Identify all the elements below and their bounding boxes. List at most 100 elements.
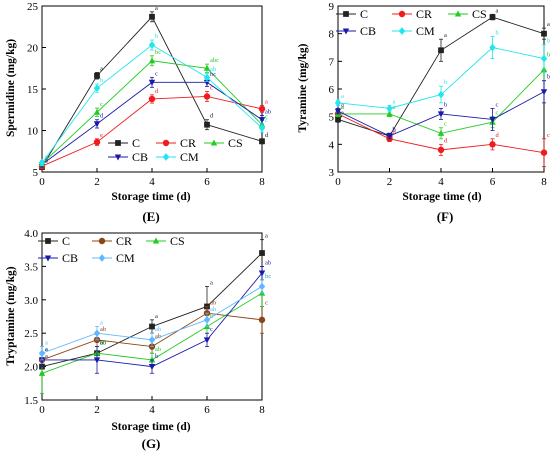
panel-f-legend-item-cb: CB: [336, 24, 376, 38]
panel-f-legend-item-cm: CM: [392, 24, 435, 38]
panel-f-legend-swatch-marker: [343, 11, 349, 17]
panel-g-series-cs-significance-label: b: [210, 313, 213, 320]
panel-g-series-cr-significance-label: ab: [155, 333, 161, 340]
panel-f-xtick-label: 6: [490, 176, 496, 188]
panel-e-series-cb-significance-label: bc: [210, 71, 216, 78]
panel-g-series-cr-significance-label: ab: [100, 326, 106, 333]
panel-f-series-c-point: [335, 116, 341, 123]
panel-e-series-cr-significance-label: a: [265, 99, 268, 106]
panel-g-series-c-point: [149, 323, 155, 330]
panel-e-legend-label: CM: [180, 150, 199, 164]
panel-g-series-cm-significance-label: ab: [155, 326, 161, 333]
panel-g-ytick-label: 2.5: [24, 328, 38, 340]
panel-f-series-c-significance-label: b: [393, 126, 396, 133]
panel-g-series-cm-point: [148, 336, 156, 344]
panel-g-series-c-significance-label: a: [210, 279, 213, 286]
panel-f-series-cs-significance-label: bc: [547, 52, 550, 59]
panel-f-legend-item-cr: CR: [392, 7, 432, 21]
panel-e-ytick-label: 25: [27, 1, 39, 13]
panel-e-legend-swatch-marker: [162, 153, 170, 161]
panel-g-legend-item-cr: CR: [92, 234, 132, 248]
panel-e-xtick-label: 8: [259, 176, 265, 188]
panel-f-series-cs-point: [386, 110, 393, 117]
panel-e-series-cs-significance-label: a: [45, 154, 48, 161]
panel-f-series-cb-point: [334, 108, 342, 115]
panel-e-series-cb-point: [93, 121, 101, 128]
panel-g-series-c-significance-label: ab: [100, 340, 106, 347]
panel-e-legend-item-cb: CB: [108, 150, 148, 164]
panel-g-ytick-label: 1.5: [24, 395, 38, 407]
panel-f-series-cs-significance-label: a: [341, 104, 344, 111]
panel-e-ylabel: Spermidine (mg/kg): [5, 39, 17, 137]
panel-e-series-cm-significance-label: b: [100, 77, 103, 84]
panel-g-series-cm-point: [258, 282, 266, 291]
panel-e-legend-item-cs: CS: [204, 136, 243, 150]
panel-f-xtick-label: 2: [387, 176, 393, 188]
panel-g-series-cs-point: [148, 356, 156, 363]
panel-f-series-cb-point: [540, 89, 548, 96]
panel-e-series-c-significance-label: d: [265, 132, 269, 139]
panel-g-series-cb-point: [148, 364, 156, 371]
panel-f-xtick-label: 8: [541, 176, 547, 188]
panel-e-legend-item-cm: CM: [156, 150, 199, 164]
panel-e-legend-swatch-marker: [162, 139, 170, 147]
panel-e-series-cm-significance-label: b: [155, 33, 158, 40]
panel-f-series-c-point: [438, 47, 444, 54]
panel-g-legend-label: CR: [116, 234, 132, 248]
panel-e-series-cs-point: [148, 57, 156, 64]
panel-f-series-cr-point: [489, 141, 496, 148]
panel-g-series-cb-significance-label: b: [155, 353, 158, 360]
panel-g-series-cb-point: [258, 270, 266, 277]
panel-g-series-cm-significance-label: a: [100, 320, 103, 327]
panel-g-series-c-point: [259, 250, 265, 256]
panel-g-legend-swatch-marker: [44, 255, 52, 262]
panel-f-series-cs-significance-label: c: [444, 121, 447, 128]
panel-e-ytick-label: 15: [27, 84, 39, 96]
panel-f-ytick-label: 5: [329, 112, 335, 124]
panel-e-series-cs-point: [203, 64, 211, 71]
panel-g-legend-item-cm: CM: [92, 251, 135, 265]
panel-f-ytick-label: 9: [329, 1, 335, 13]
panel-f-series-c-point: [489, 14, 496, 20]
panel-g-legend-item-cb: CB: [38, 251, 78, 265]
panel-g-legend-label: CM: [116, 251, 135, 265]
panel-e-series-c-point: [204, 121, 210, 128]
panel-g-series-cr-significance-label: ab: [210, 299, 216, 306]
panel-g-legend-swatch-marker: [152, 237, 160, 244]
panel-e-series-cb-significance-label: a: [45, 155, 48, 162]
panel-f-ytick-label: 8: [329, 29, 335, 41]
panel-f-series-cs-significance-label: c: [496, 110, 499, 117]
panel-e-series-cr-significance-label: e: [100, 132, 103, 139]
panel-g-xtick-label: 4: [149, 404, 155, 416]
panel-g-series-cb-significance-label: a: [45, 346, 48, 353]
panel-g-legend-label: CS: [170, 234, 185, 248]
panel-f-legend-swatch-marker: [454, 10, 462, 17]
panel-e-series-cm-significance-label: ab: [210, 66, 216, 73]
panel-f-series-cs-significance-label: a: [393, 104, 396, 111]
panel-g-xtick-label: 0: [39, 404, 45, 416]
panel-e-ytick-label: 20: [27, 43, 39, 55]
panel-f-ytick-label: 7: [329, 56, 335, 68]
panel-f-series-cb-significance-label: c: [496, 101, 499, 108]
panel-g-legend-label: C: [62, 234, 70, 248]
panel-e-series-c-significance-label: a: [155, 5, 158, 12]
panel-g-ytick-label: 3.5: [24, 261, 38, 273]
panel-f-legend-label: C: [360, 7, 368, 21]
panel-f-series-c-significance-label: a: [547, 21, 550, 28]
panel-g-xlabel: Storage time (d): [111, 421, 190, 433]
panel-f-series-cm-significance-label: b: [547, 38, 550, 45]
panel-e-series-cm-point: [258, 124, 266, 132]
panel-f-series-cm-significance-label: a: [341, 93, 344, 100]
panel-f-series-cr-significance-label: c: [547, 132, 550, 139]
panel-g-series-cb-point: [203, 337, 211, 344]
panel-g-legend-swatch-marker: [45, 238, 51, 244]
panel-e-series-cr-significance-label: a: [45, 157, 48, 164]
panel-e-series-cs-significance-label: bc: [155, 49, 161, 56]
panel-f-series-cr-significance-label: a: [341, 104, 344, 111]
panel-g-ytick-label: 3.0: [24, 295, 38, 307]
panel-f-series-cm-point: [489, 43, 496, 52]
panel-e-series-cr-point: [258, 105, 266, 113]
panel-e-series-cm-significance-label: c: [265, 117, 268, 124]
panel-e-series-c-point: [149, 13, 155, 20]
